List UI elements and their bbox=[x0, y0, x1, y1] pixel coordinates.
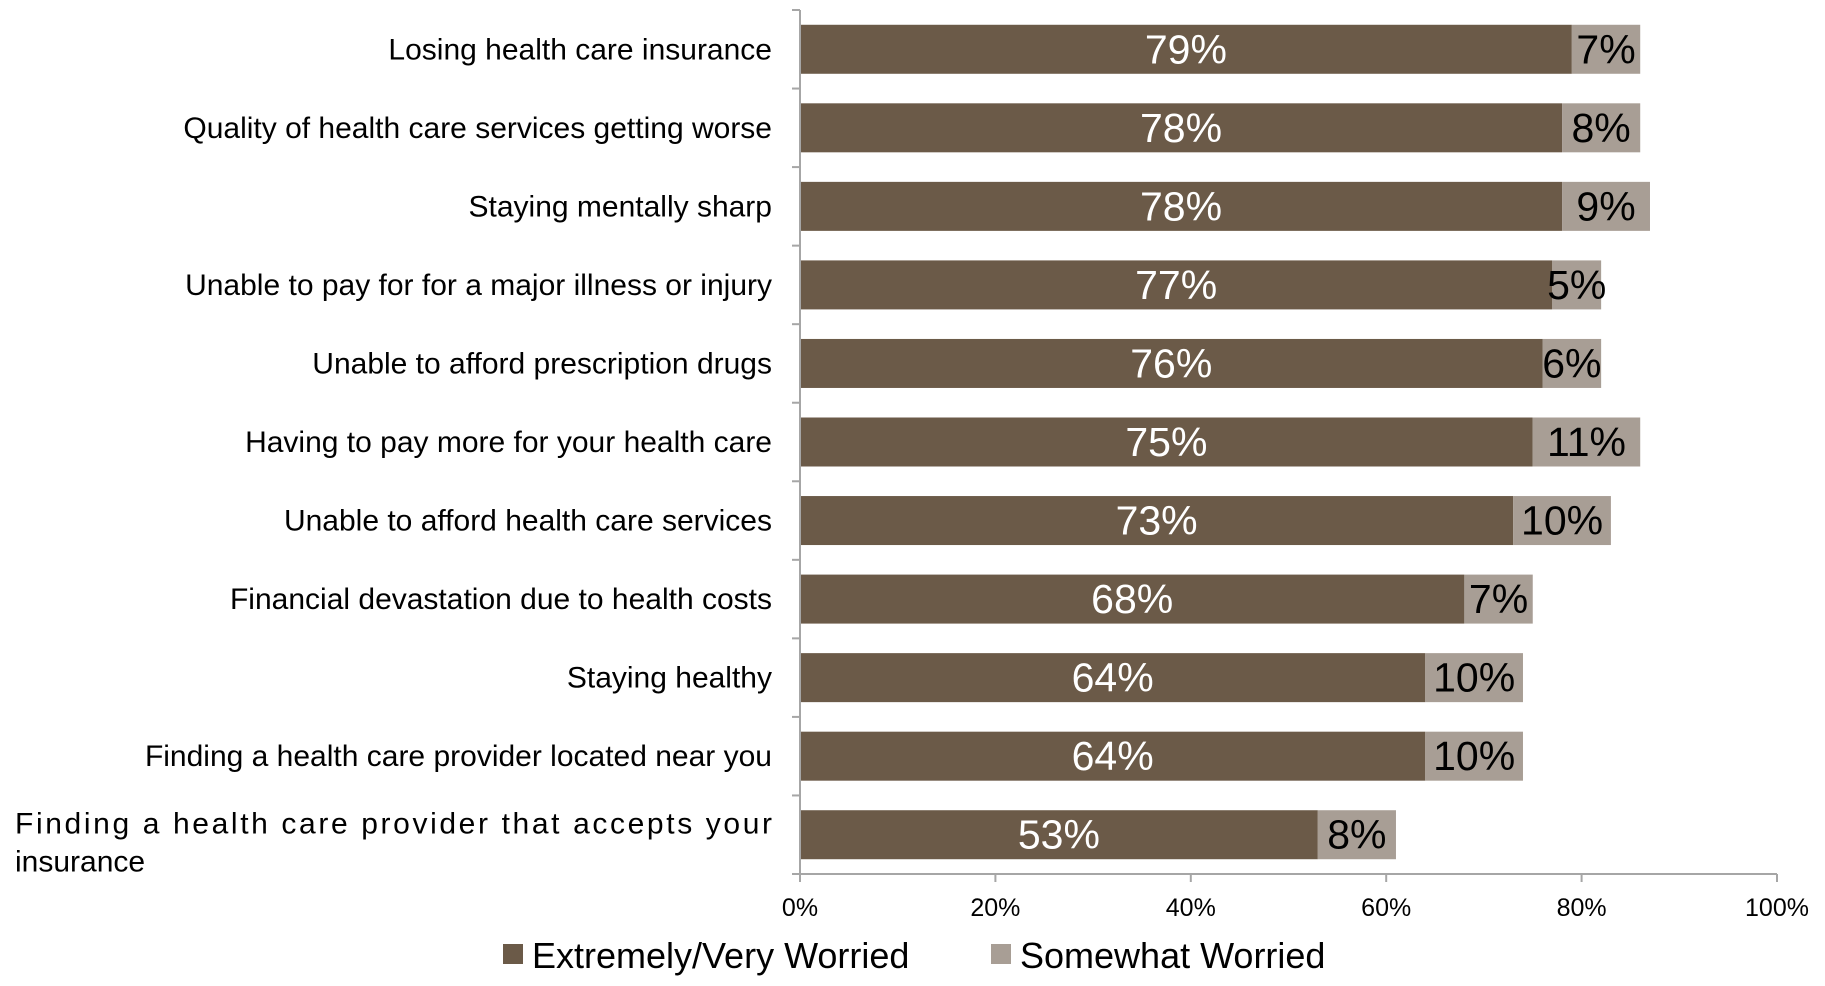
data-label: 79% bbox=[1145, 26, 1227, 72]
category-label: Staying healthy bbox=[567, 662, 772, 695]
bar-extremely-very-3 bbox=[800, 260, 1553, 310]
data-label: 8% bbox=[1327, 812, 1386, 858]
bar-somewhat-2 bbox=[1562, 181, 1650, 231]
x-tick-label: 0% bbox=[782, 894, 818, 922]
legend-item: Somewhat Worried bbox=[991, 935, 1325, 976]
x-tick-label: 80% bbox=[1557, 894, 1607, 922]
bar-extremely-very-8 bbox=[800, 653, 1426, 703]
bar-extremely-very-4 bbox=[800, 338, 1543, 388]
legend-label: Somewhat Worried bbox=[1020, 935, 1325, 976]
legend-label: Extremely/Very Worried bbox=[532, 935, 909, 976]
category-label: Unable to afford prescription drugs bbox=[312, 347, 772, 380]
data-label: 9% bbox=[1576, 183, 1635, 229]
data-label: 10% bbox=[1433, 733, 1515, 779]
bar-somewhat-8 bbox=[1425, 653, 1523, 703]
data-label: 76% bbox=[1130, 340, 1212, 386]
category-label-line: Finding a health care provider that acce… bbox=[15, 808, 772, 841]
category-label: Finding a health care provider located n… bbox=[145, 740, 772, 773]
data-label: 78% bbox=[1140, 183, 1222, 229]
bar-somewhat-7 bbox=[1464, 574, 1533, 624]
bars: 79% 7% 78% 8% 78% 9% 77% 5% 76% 6% 75% 11% 73% 10% 68%… bbox=[800, 24, 1650, 860]
x-tick-label: 60% bbox=[1361, 894, 1411, 922]
bar-extremely-very-2 bbox=[800, 181, 1563, 231]
legend: Extremely/Very Worried Somewhat Worried bbox=[503, 935, 1325, 976]
bar-somewhat-4 bbox=[1542, 338, 1602, 388]
bar-somewhat-9 bbox=[1425, 731, 1523, 781]
bar-extremely-very-0 bbox=[800, 24, 1572, 74]
bar-somewhat-1 bbox=[1562, 103, 1641, 153]
bar-somewhat-3 bbox=[1552, 260, 1602, 310]
bar-somewhat-5 bbox=[1532, 417, 1641, 467]
legend-swatch bbox=[503, 944, 523, 964]
data-label: 73% bbox=[1116, 498, 1198, 544]
data-label: 64% bbox=[1072, 733, 1154, 779]
bar-extremely-very-5 bbox=[800, 417, 1533, 467]
category-label: Financial devastation due to health cost… bbox=[230, 583, 772, 616]
data-label: 7% bbox=[1576, 26, 1635, 72]
bar-extremely-very-9 bbox=[800, 731, 1426, 781]
data-label: 75% bbox=[1125, 419, 1207, 465]
data-label: 7% bbox=[1469, 576, 1528, 622]
bar-extremely-very-7 bbox=[800, 574, 1465, 624]
data-label: 11% bbox=[1547, 419, 1626, 465]
bar-extremely-very-6 bbox=[800, 496, 1514, 546]
bar-extremely-very-1 bbox=[800, 103, 1563, 153]
category-label: Losing health care insurance bbox=[388, 33, 772, 66]
data-label: 78% bbox=[1140, 105, 1222, 151]
data-label: 77% bbox=[1135, 262, 1217, 308]
x-tick-label: 100% bbox=[1745, 894, 1809, 922]
axes: 0% 20% 40% 60% 80% 100% bbox=[782, 9, 1809, 922]
bar-extremely-very-10 bbox=[800, 810, 1318, 860]
category-labels: Losing health care insurance Quality of h… bbox=[15, 33, 772, 878]
category-label: Quality of health care services getting … bbox=[183, 112, 772, 145]
data-label: 6% bbox=[1542, 340, 1601, 386]
data-label: 10% bbox=[1433, 655, 1515, 701]
data-label: 64% bbox=[1072, 655, 1154, 701]
x-tick-label: 40% bbox=[1166, 894, 1216, 922]
bar-somewhat-10 bbox=[1317, 810, 1396, 860]
category-label-line: insurance bbox=[15, 846, 145, 879]
category-label: Unable to pay for for a major illness or… bbox=[185, 269, 772, 302]
category-label: Having to pay more for your health care bbox=[245, 426, 772, 459]
data-label: 5% bbox=[1547, 262, 1606, 308]
category-label: Unable to afford health care services bbox=[284, 505, 772, 538]
legend-item: Extremely/Very Worried bbox=[503, 935, 909, 976]
bar-somewhat-0 bbox=[1571, 24, 1641, 74]
category-label: Staying mentally sharp bbox=[469, 190, 773, 223]
data-label: 68% bbox=[1091, 576, 1173, 622]
bar-somewhat-6 bbox=[1513, 496, 1611, 546]
legend-swatch bbox=[991, 944, 1011, 964]
data-label: 8% bbox=[1572, 105, 1631, 151]
x-tick-label: 20% bbox=[970, 894, 1020, 922]
data-label: 10% bbox=[1521, 498, 1603, 544]
data-label: 53% bbox=[1018, 812, 1100, 858]
